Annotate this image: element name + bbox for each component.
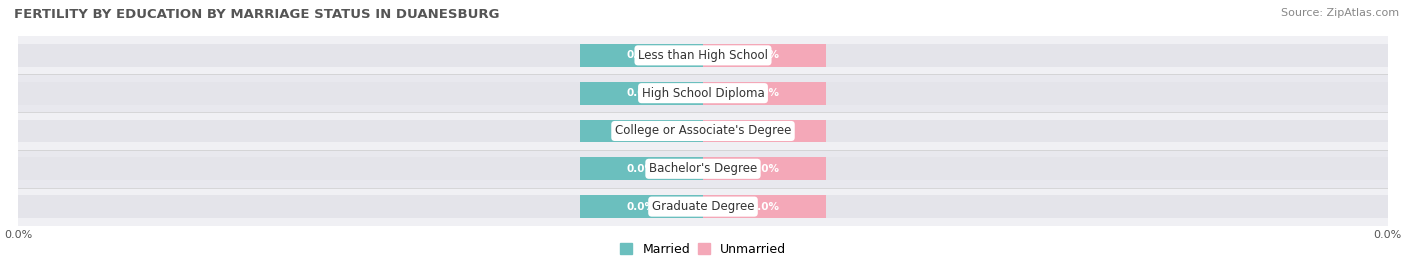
Text: 0.0%: 0.0%	[627, 126, 655, 136]
Text: College or Associate's Degree: College or Associate's Degree	[614, 125, 792, 137]
Text: 0.0%: 0.0%	[751, 201, 779, 212]
Bar	[18, 188, 1388, 225]
Bar	[18, 120, 1388, 142]
Text: Graduate Degree: Graduate Degree	[652, 200, 754, 213]
Text: 0.0%: 0.0%	[627, 164, 655, 174]
Bar	[18, 195, 1388, 218]
Bar	[18, 150, 1388, 188]
Bar	[579, 195, 703, 218]
Text: 0.0%: 0.0%	[751, 88, 779, 98]
Text: FERTILITY BY EDUCATION BY MARRIAGE STATUS IN DUANESBURG: FERTILITY BY EDUCATION BY MARRIAGE STATU…	[14, 8, 499, 21]
Bar	[579, 120, 703, 142]
Bar	[703, 120, 827, 142]
Bar	[18, 74, 1388, 112]
Text: 0.0%: 0.0%	[627, 201, 655, 212]
Bar	[18, 157, 1388, 180]
Text: 0.0%: 0.0%	[627, 50, 655, 60]
Bar	[579, 82, 703, 105]
Text: 0.0%: 0.0%	[751, 126, 779, 136]
Bar	[703, 195, 827, 218]
Bar	[18, 44, 1388, 67]
Text: 0.0%: 0.0%	[751, 164, 779, 174]
Bar	[579, 157, 703, 180]
Bar	[579, 44, 703, 67]
Text: Less than High School: Less than High School	[638, 49, 768, 62]
Text: Bachelor's Degree: Bachelor's Degree	[650, 162, 756, 175]
Bar	[703, 82, 827, 105]
Text: Source: ZipAtlas.com: Source: ZipAtlas.com	[1281, 8, 1399, 18]
Bar	[18, 82, 1388, 105]
Legend: Married, Unmarried: Married, Unmarried	[614, 238, 792, 261]
Bar	[703, 157, 827, 180]
Bar	[18, 112, 1388, 150]
Bar	[18, 36, 1388, 74]
Text: High School Diploma: High School Diploma	[641, 87, 765, 100]
Text: 0.0%: 0.0%	[627, 88, 655, 98]
Bar	[703, 44, 827, 67]
Text: 0.0%: 0.0%	[751, 50, 779, 60]
